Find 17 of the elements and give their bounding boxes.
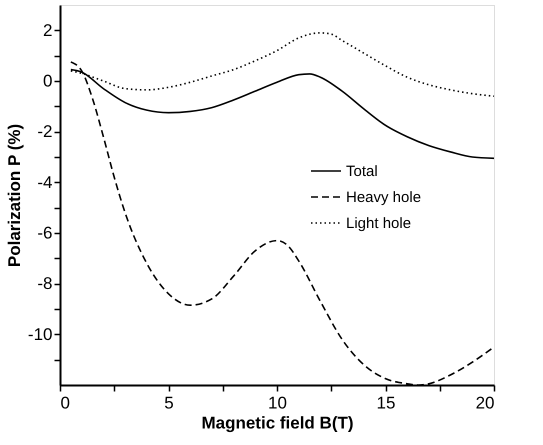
y-tick-label: -6 [37,224,52,242]
x-tick-label: 10 [268,394,287,412]
y-tick-label: 2 [43,20,52,40]
y-tick-label: -10 [28,324,52,344]
y-tick-label: -8 [37,274,52,294]
x-tick-label: 20 [476,394,494,412]
y-axis-title: Polarization P (%) [4,124,24,268]
legend-label: Total [346,163,378,180]
x-tick-label: 5 [164,394,174,412]
y-tick-label: 0 [43,72,52,90]
legend-label: Heavy hole [346,189,422,206]
y-tick-label: -2 [37,122,52,142]
x-tick-label: 0 [60,394,70,412]
x-tick-label: 15 [376,394,396,412]
y-tick-label: -4 [37,172,52,192]
x-axis-title: Magnetic field B(T) [201,414,354,432]
legend-label: Light hole [346,215,412,232]
